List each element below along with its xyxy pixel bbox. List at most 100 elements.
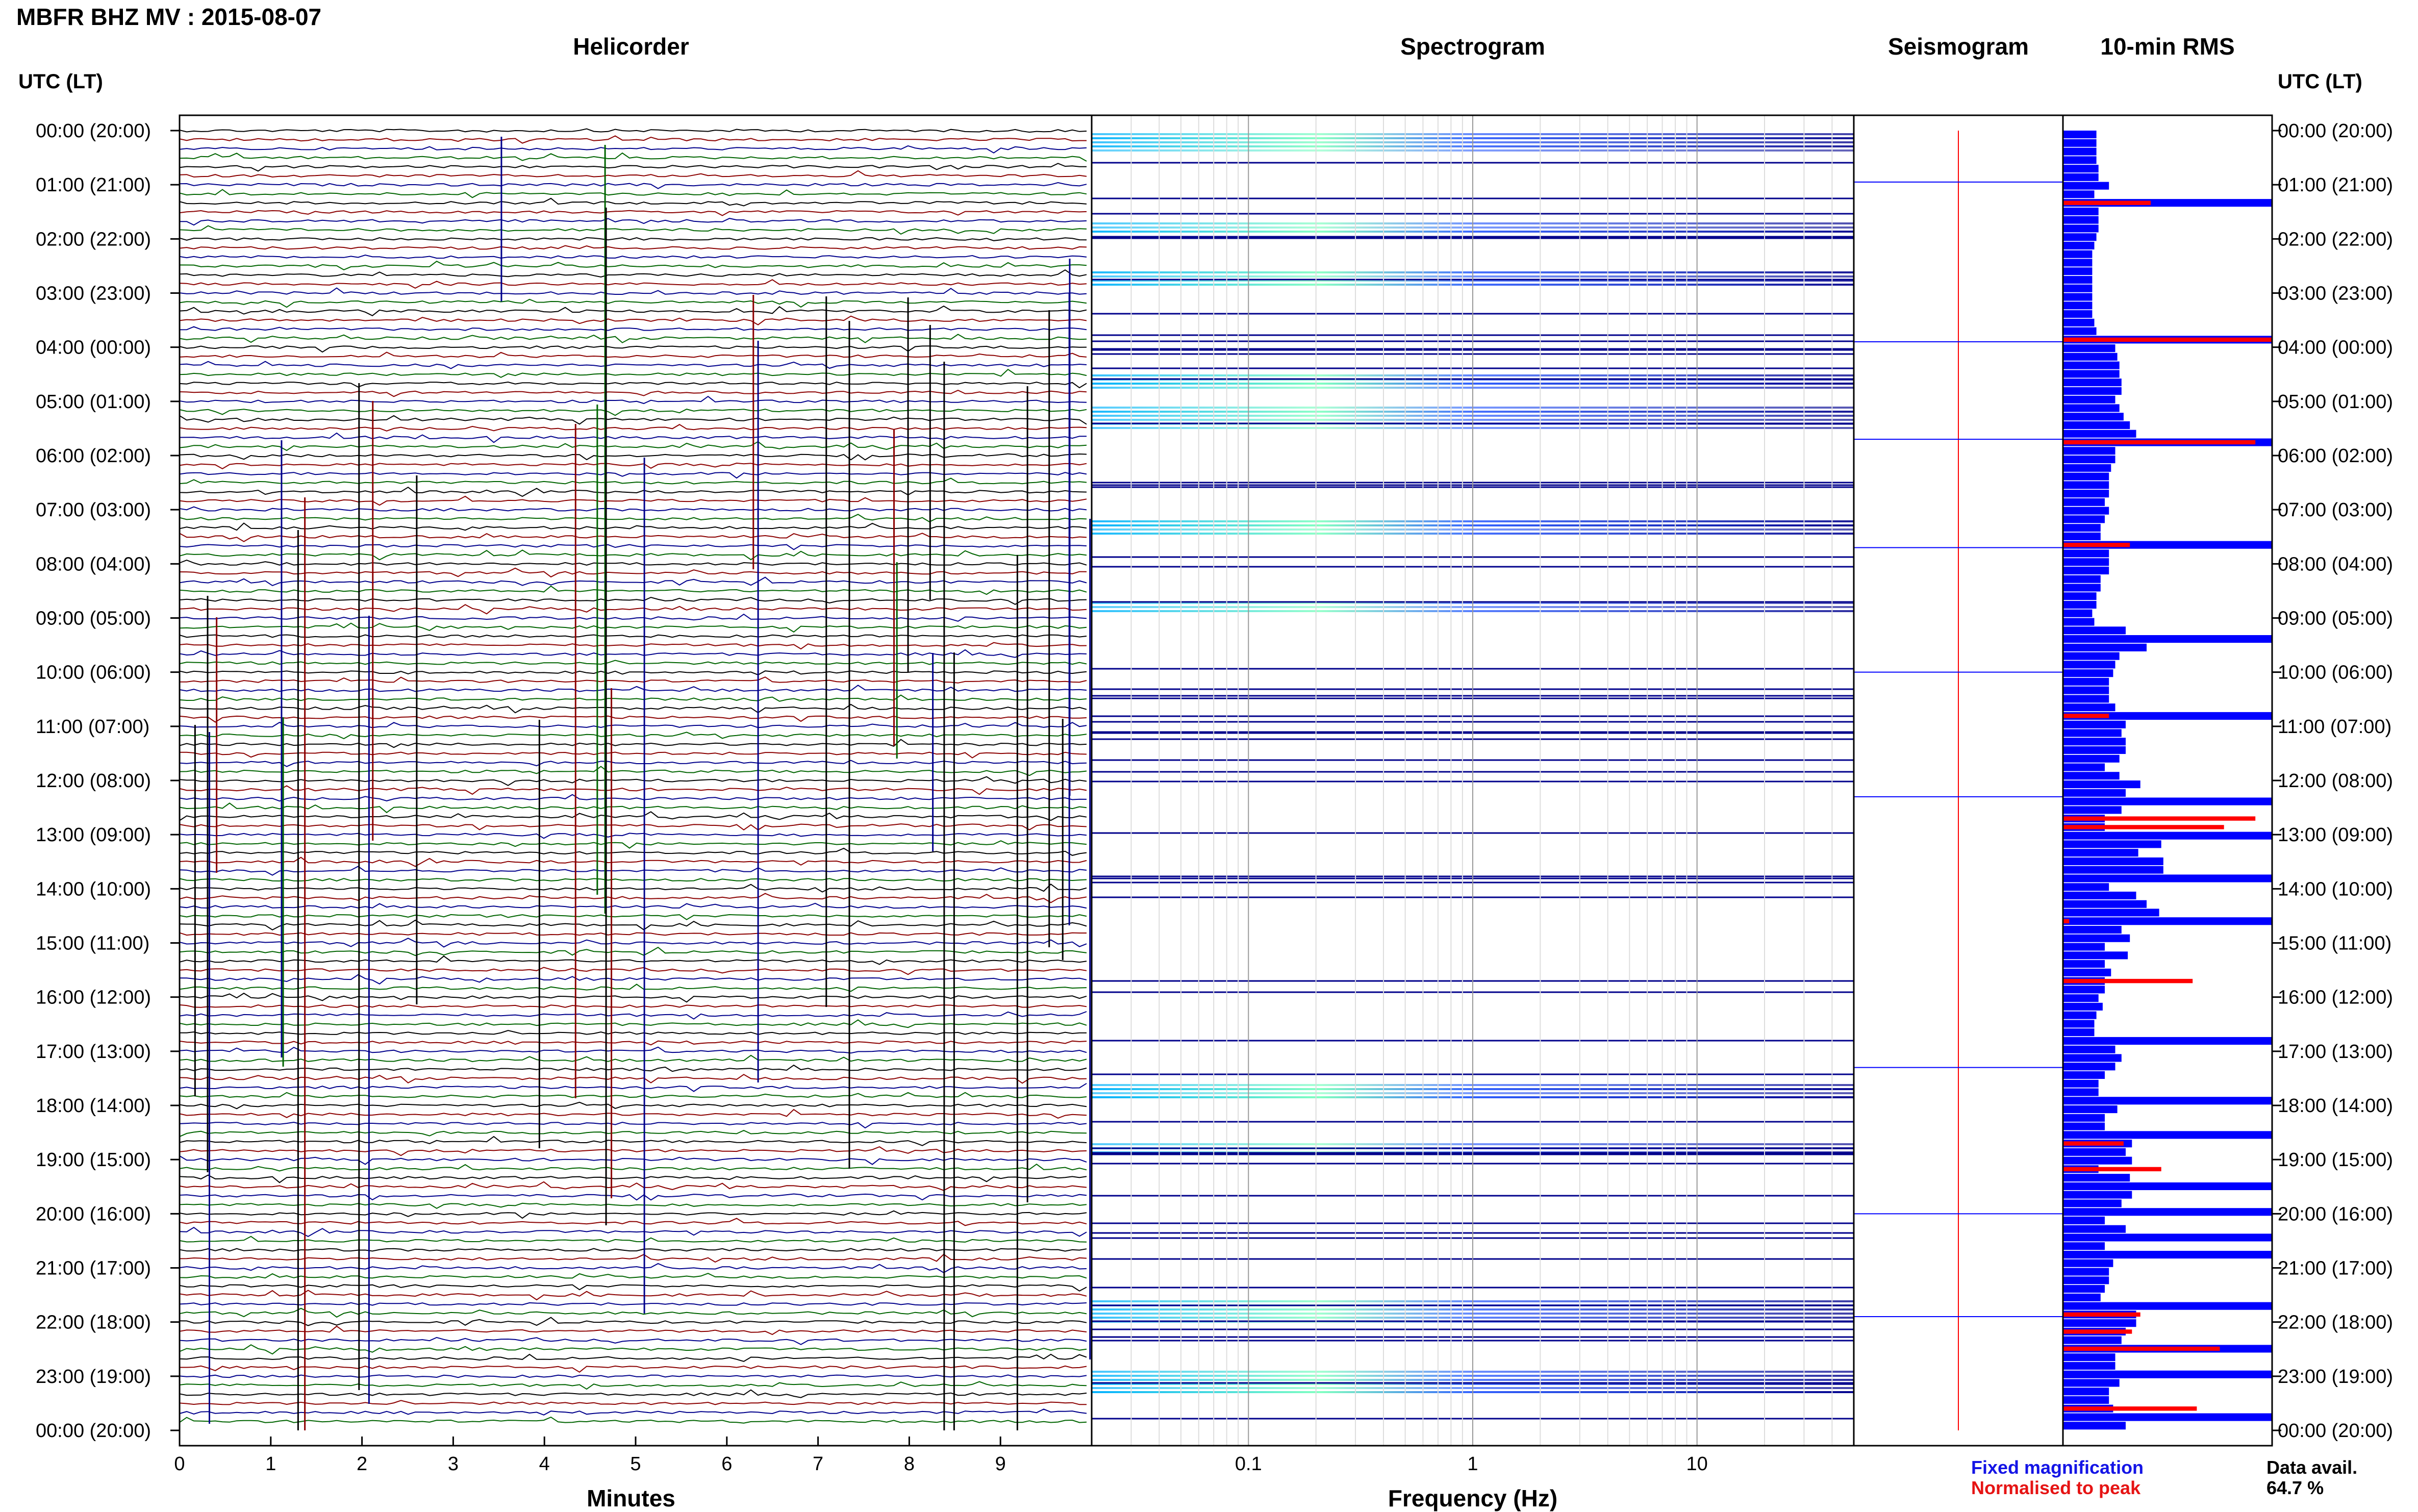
rms-bar-fixed [2063, 1225, 2126, 1233]
time-label-left: 16:00 (12:00) [36, 987, 151, 1009]
helicorder-trace [179, 135, 1087, 144]
rms-bar-fixed [2063, 147, 2097, 156]
rms-bar-fixed [2063, 1079, 2099, 1088]
helicorder-panel: 0 1 2 3 4 5 6 7 8 9 00:00 (20:00) 00:00 (20:00) 01:0… [36, 114, 2393, 1475]
helicorder-trace [179, 660, 1087, 665]
helicorder-trace [179, 919, 1087, 931]
rms-bar-fixed [2063, 686, 2109, 694]
rms-bar-fixed [2063, 1370, 2272, 1378]
rms-bar-normalised [2063, 1406, 2197, 1411]
rms-bar-fixed [2063, 883, 2109, 891]
rms-bar-fixed [2063, 695, 2109, 703]
rms-bar-fixed [2063, 165, 2099, 173]
rms-bar-fixed [2063, 267, 2093, 275]
rms-bar-fixed [2063, 190, 2095, 198]
time-label-right: 00:00 (20:00) [2278, 1420, 2393, 1442]
helicorder-trace [179, 1129, 1087, 1138]
rms-bar-fixed [2063, 661, 2115, 669]
rms-bar-fixed [2063, 1020, 2095, 1028]
rms-bar-normalised [2063, 200, 2151, 205]
helicorder-trace [179, 914, 1087, 920]
station-title: MBFR BHZ MV : 2015-08-07 [16, 4, 322, 30]
helicorder-trace [179, 1174, 1087, 1183]
rms-bar-fixed [2063, 507, 2109, 515]
rms-bar-fixed [2063, 780, 2140, 789]
spectrogram-panel: 0.1 1 10 [1091, 114, 1855, 1475]
helicorder-trace [179, 1092, 1087, 1098]
rms-title: 10-min RMS [2100, 33, 2235, 60]
helicorder-trace [179, 622, 1087, 633]
helicorder-trace [179, 1181, 1087, 1191]
helicorder-trace [179, 287, 1087, 295]
helicorder-x-tick-label: 9 [995, 1453, 1006, 1475]
seismogram-panel [1853, 114, 2064, 1447]
rms-bar-fixed [2063, 387, 2122, 395]
helicorder-x-tick-label: 4 [539, 1453, 550, 1475]
helicorder-trace [179, 1121, 1087, 1129]
helicorder-trace [179, 1389, 1087, 1398]
helicorder-trace [179, 237, 1087, 241]
rms-bar-fixed [2063, 934, 2130, 942]
time-label-left: 19:00 (15:00) [36, 1149, 151, 1171]
rms-bar-fixed [2063, 1174, 2130, 1182]
helicorder-trace [179, 197, 1087, 207]
time-label-left: 21:00 (17:00) [36, 1258, 151, 1279]
rms-bar-fixed [2063, 1182, 2272, 1190]
helicorder-x-tick-label: 3 [448, 1453, 459, 1475]
helicorder-trace [179, 1236, 1087, 1243]
helicorder-trace [179, 878, 1087, 882]
rms-bar-fixed [2063, 652, 2120, 660]
helicorder-trace [179, 974, 1087, 985]
time-label-right: 17:00 (13:00) [2278, 1041, 2393, 1063]
helicorder-trace [179, 182, 1087, 189]
rms-bar-fixed [2063, 464, 2111, 472]
rms-bar-fixed [2063, 900, 2147, 908]
helicorder-trace [179, 893, 1087, 903]
rms-bar-normalised [2063, 1346, 2220, 1351]
helicorder-trace [179, 1408, 1087, 1416]
helicorder-trace [179, 649, 1087, 658]
time-label-left: 14:00 (10:00) [36, 878, 151, 900]
rms-bar-fixed [2063, 395, 2115, 404]
rms-bar-fixed [2063, 1199, 2122, 1207]
rms-bar-fixed [2063, 746, 2126, 754]
helicorder-trace [179, 1273, 1087, 1279]
helicorder-trace [179, 760, 1087, 767]
helicorder-trace [179, 1029, 1087, 1035]
helicorder-trace [179, 1193, 1087, 1201]
helicorder-trace [179, 751, 1087, 759]
helicorder-trace [179, 732, 1087, 740]
helicorder-trace [179, 613, 1087, 622]
rms-bar-fixed [2063, 1259, 2113, 1267]
rms-bar-fixed [2063, 515, 2105, 523]
helicorder-trace [179, 1108, 1087, 1119]
rms-bar-fixed [2063, 259, 2093, 267]
helicorder-trace [179, 1284, 1087, 1292]
helicorder-trace [179, 225, 1087, 235]
rms-bar-fixed [2063, 1156, 2132, 1165]
rms-bar-fixed [2063, 404, 2120, 412]
spectrogram-x-tick-label: 0.1 [1235, 1453, 1262, 1475]
rms-bar-fixed [2063, 960, 2105, 968]
rms-bar-fixed [2063, 207, 2099, 215]
helicorder-trace [179, 1163, 1087, 1172]
time-label-right: 20:00 (16:00) [2278, 1203, 2393, 1225]
helicorder-trace [179, 315, 1087, 325]
time-label-left: 00:00 (20:00) [36, 120, 151, 142]
time-label-left: 07:00 (03:00) [36, 499, 151, 521]
helicorder-trace [179, 1400, 1087, 1405]
helicorder-trace [179, 1082, 1087, 1092]
helicorder-trace [179, 1374, 1087, 1378]
rms-bar-fixed [2063, 1191, 2132, 1199]
rms-bar-fixed [2063, 806, 2122, 814]
rms-bar-fixed [2063, 618, 2095, 626]
rms-bar-normalised [2063, 337, 2272, 342]
rms-bar-fixed [2063, 1233, 2272, 1242]
helicorder-trace [179, 506, 1087, 512]
rms-bar-fixed [2063, 575, 2101, 583]
helicorder-trace [179, 560, 1087, 566]
rms-bar-fixed [2063, 524, 2101, 532]
rms-bar-normalised [2063, 978, 2193, 984]
legend-normalised-to-peak: Normalised to peak [1971, 1477, 2141, 1498]
helicorder-trace [179, 715, 1087, 723]
